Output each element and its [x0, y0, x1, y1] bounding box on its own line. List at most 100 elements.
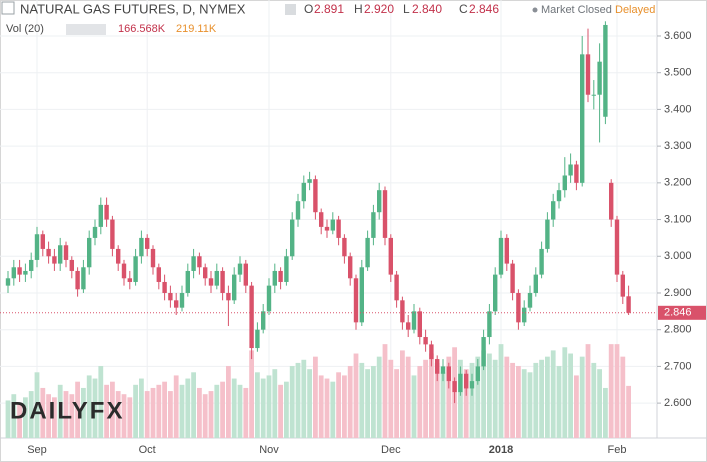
volume-title: Vol (20)	[6, 23, 44, 35]
candle-body	[609, 182, 614, 220]
candle-body	[382, 190, 388, 238]
volume-bar	[226, 366, 231, 438]
volume-bar	[127, 397, 133, 438]
candle-body	[510, 263, 515, 293]
candle-body	[626, 296, 631, 313]
volume-bar	[28, 391, 34, 438]
candle-body	[527, 292, 533, 308]
candle-body	[278, 270, 283, 282]
volume-bar	[342, 375, 347, 438]
volume-bar	[388, 359, 394, 438]
candle-body	[440, 366, 446, 374]
candle-body	[498, 237, 504, 275]
volume-bar	[5, 400, 11, 438]
volume-bar	[260, 378, 266, 438]
candle-body	[17, 267, 22, 275]
candle-body	[197, 256, 202, 268]
volume-bar	[214, 384, 220, 438]
candle-body	[208, 278, 214, 286]
volume-bar	[603, 387, 608, 438]
volume-bar	[40, 387, 46, 438]
volume-bar	[568, 353, 573, 438]
candle-body	[295, 201, 301, 220]
volume-bar	[579, 356, 585, 438]
candle-body	[116, 248, 121, 264]
volume-bar	[156, 384, 162, 438]
candle-body	[574, 164, 579, 183]
volume-bar	[243, 387, 249, 438]
candle-body	[400, 300, 405, 323]
volume-bar	[545, 356, 550, 438]
candle-body	[127, 278, 132, 282]
candle-body	[179, 292, 185, 308]
candle-body	[214, 270, 219, 286]
volume-bar	[63, 391, 69, 438]
last-price-label: 2.846	[664, 307, 692, 319]
candle-body	[504, 237, 509, 264]
candle-body	[406, 322, 411, 330]
volume-icons[interactable]	[66, 24, 106, 35]
candle-body	[330, 219, 335, 231]
volume-bar	[318, 375, 324, 438]
candle-body	[237, 263, 243, 275]
volume-bar	[492, 359, 498, 438]
candle-body	[232, 274, 237, 301]
y-tick-label: 2.600	[664, 397, 692, 409]
volume-bar	[133, 384, 138, 438]
volume-bar	[365, 369, 370, 438]
volume-bar	[620, 356, 626, 438]
y-tick-label: 3.200	[664, 177, 692, 189]
candle-body	[458, 373, 463, 393]
candle-body	[29, 259, 34, 271]
candle-body	[539, 248, 544, 275]
volume-bar	[411, 375, 417, 438]
candle-body	[150, 248, 156, 268]
candle-body	[475, 366, 480, 382]
candle-body	[568, 164, 573, 176]
volume-bar	[585, 344, 591, 438]
candle-body	[452, 381, 457, 393]
volume-bar	[330, 381, 336, 438]
status-dot	[532, 7, 538, 13]
volume-bar	[202, 394, 208, 438]
candle-body	[464, 373, 469, 389]
candle-body	[313, 179, 318, 213]
candle-body	[620, 274, 625, 297]
volume-bar	[591, 362, 597, 438]
symbol-icon	[1, 1, 15, 15]
volume-bar	[168, 391, 173, 438]
volume-bar	[52, 397, 57, 438]
volume-bar	[231, 378, 237, 438]
volume-bar	[440, 372, 446, 438]
volume-bar	[498, 344, 504, 438]
volume-bar	[301, 359, 307, 438]
y-tick-label: 3.600	[664, 30, 692, 42]
candle-body	[52, 256, 57, 264]
volume-bar	[475, 356, 481, 438]
x-tick-label: Sep	[27, 444, 47, 456]
candle-body	[104, 204, 109, 220]
candle-body	[255, 329, 260, 349]
volume-ma: 219.11K	[176, 23, 217, 35]
candle-body	[5, 278, 11, 286]
volume-bar	[150, 387, 156, 438]
candle-body	[417, 311, 422, 338]
volume-bar	[197, 387, 202, 438]
candle-body	[191, 256, 196, 271]
y-tick-label: 3.000	[664, 250, 692, 262]
candle-body	[75, 270, 80, 290]
candle-body	[226, 292, 231, 301]
candle-body	[69, 259, 74, 271]
candle-body	[162, 281, 167, 293]
y-tick-label: 2.700	[664, 360, 692, 372]
candle-body	[174, 300, 179, 308]
volume-bar	[92, 378, 98, 438]
volume-bar	[347, 366, 353, 438]
volume-bar	[550, 350, 556, 438]
candle-body	[301, 182, 306, 202]
volume-bar	[191, 372, 196, 438]
settings-icon[interactable]	[285, 4, 296, 15]
y-tick-label: 3.300	[664, 140, 692, 152]
volume-bar	[429, 353, 434, 438]
